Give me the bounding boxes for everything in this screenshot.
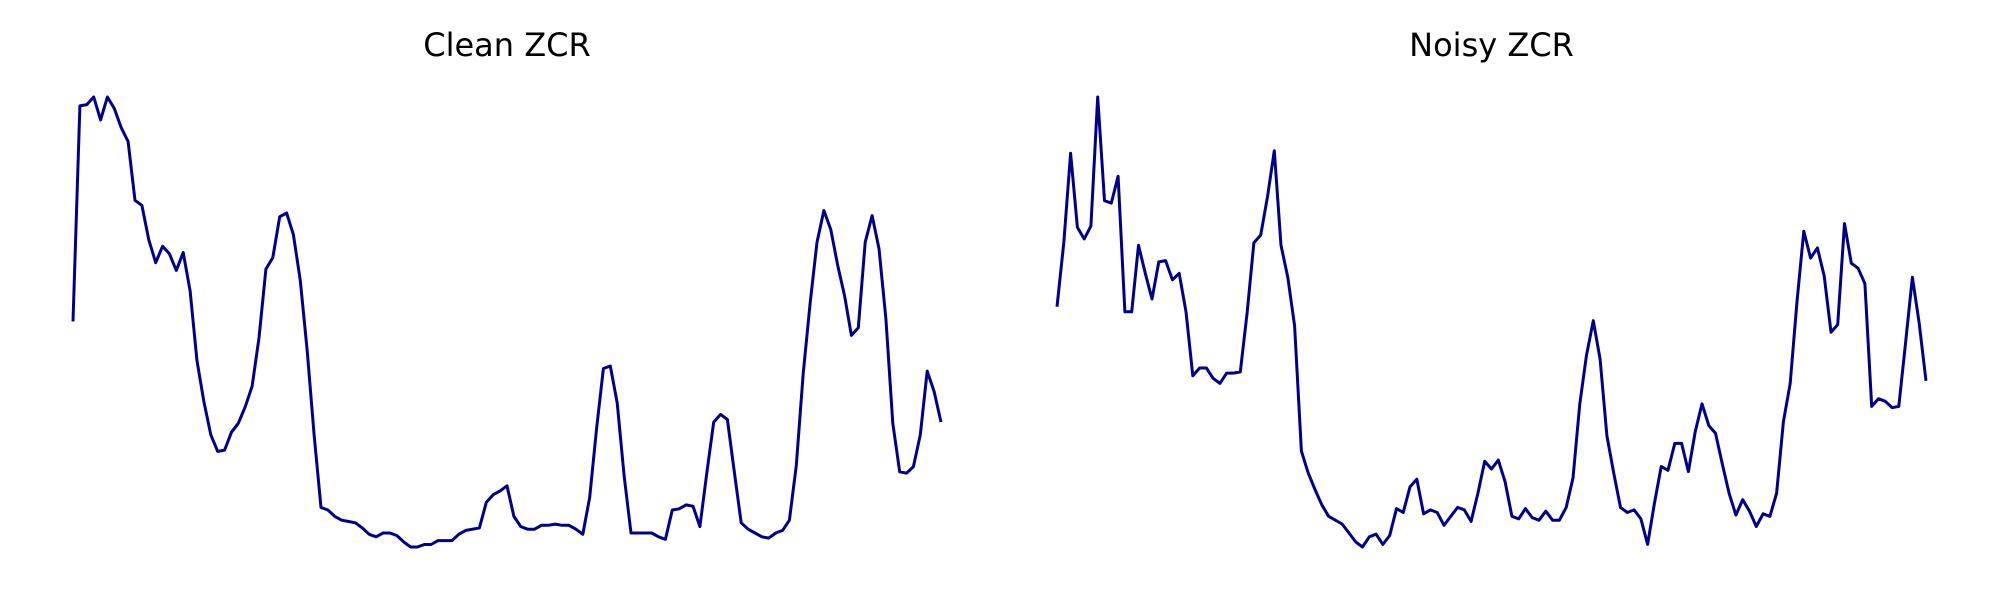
chart-title: Noisy ZCR <box>1409 26 1574 64</box>
zcr-line <box>71 95 943 549</box>
chart-title: Clean ZCR <box>423 26 590 64</box>
zcr-line <box>1055 95 1928 549</box>
